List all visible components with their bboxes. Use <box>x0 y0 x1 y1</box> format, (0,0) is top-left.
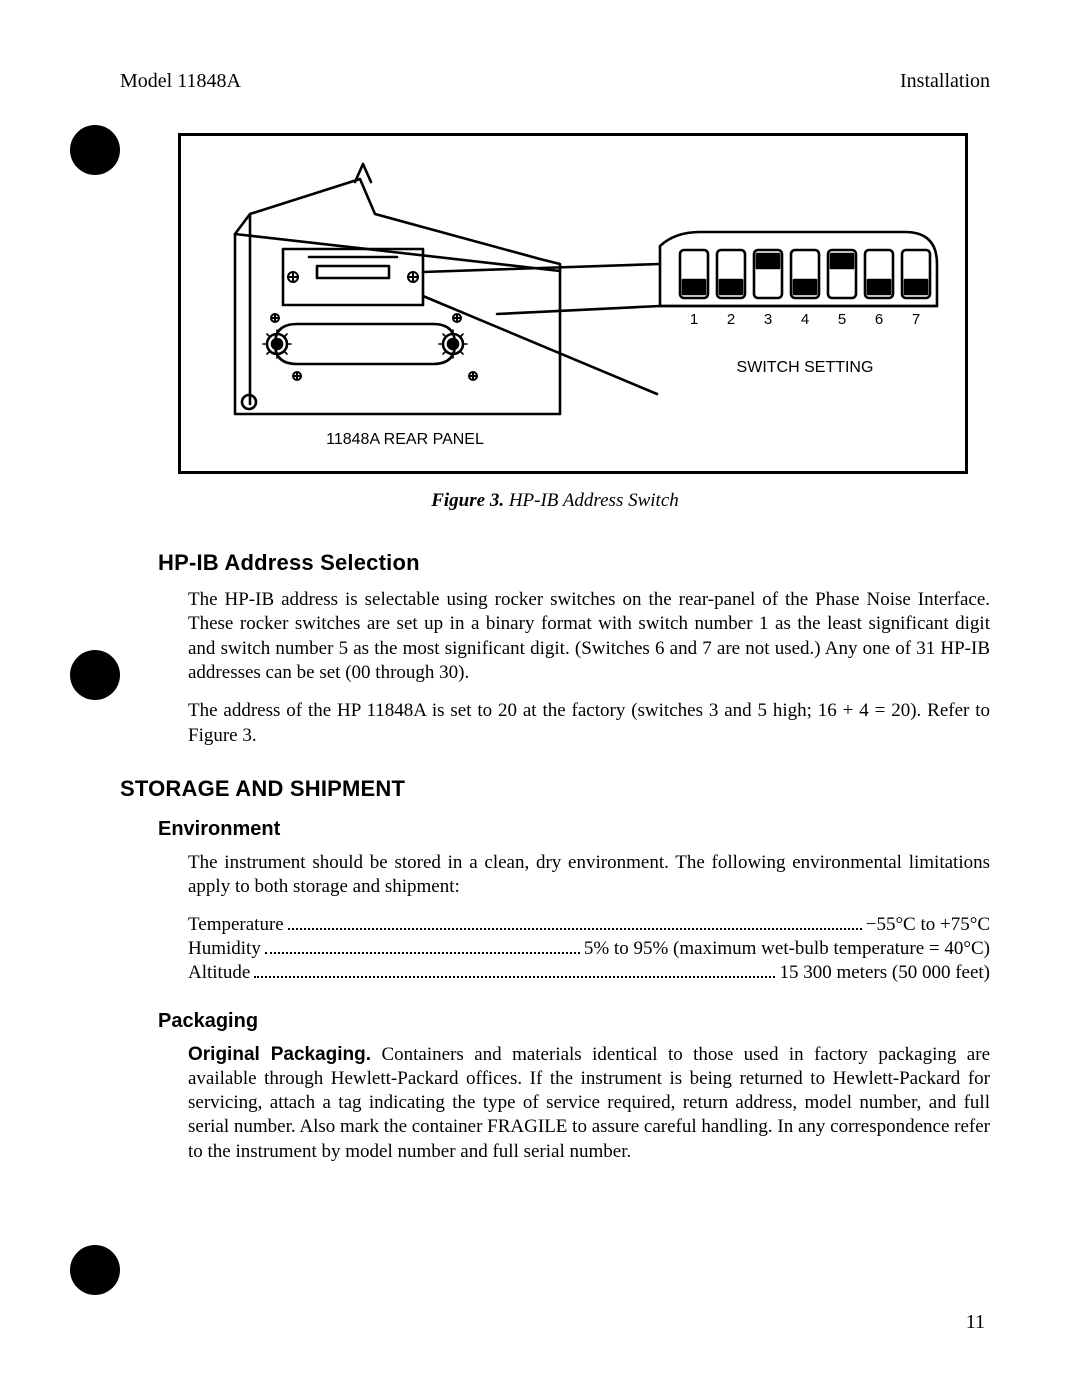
spec-value: 15 300 meters (50 000 feet) <box>779 962 990 984</box>
environment-heading: Environment <box>158 818 990 841</box>
margin-bullet-icon <box>70 125 120 175</box>
leader-dots <box>288 915 862 929</box>
spec-value: 5% to 95% (maximum wet-bulb temperature … <box>584 938 990 960</box>
spec-label: Temperature <box>188 914 284 936</box>
figure-title: HP-IB Address Switch <box>509 490 679 511</box>
figure-frame: 1 2 3 4 5 6 7 SWITCH SETTING 11848A REAR… <box>178 133 968 474</box>
switch-number: 2 <box>727 311 735 328</box>
margin-bullet-icon <box>70 1245 120 1295</box>
page-number: 11 <box>966 1311 985 1334</box>
spec-label: Altitude <box>188 962 250 984</box>
page: Model 11848A Installation <box>0 0 1080 1392</box>
spec-value: −55°C to +75°C <box>866 914 990 936</box>
spec-row-altitude: Altitude 15 300 meters (50 000 feet) <box>188 962 990 984</box>
environment-paragraph: The instrument should be stored in a cle… <box>188 851 990 900</box>
header-model: Model 11848A <box>120 70 241 93</box>
switch-number: 3 <box>764 311 772 328</box>
spec-label: Humidity <box>188 938 261 960</box>
original-packaging-paragraph: Original Packaging. Containers and mater… <box>188 1043 990 1165</box>
figure-number: Figure 3. <box>431 490 504 511</box>
storage-heading: STORAGE AND SHIPMENT <box>120 776 990 802</box>
switch-number-row: 1 2 3 4 5 6 7 <box>690 311 920 328</box>
leader-dots <box>254 963 775 977</box>
switch-number: 4 <box>801 311 809 328</box>
switch-setting-label: SWITCH SETTING <box>737 359 874 376</box>
packaging-heading: Packaging <box>158 1010 990 1033</box>
header-section: Installation <box>900 70 990 93</box>
original-packaging-runin: Original Packaging. <box>188 1044 371 1065</box>
switch-number: 5 <box>838 311 846 328</box>
switch-number: 6 <box>875 311 883 328</box>
hpib-paragraph-2: The address of the HP 11848A is set to 2… <box>188 699 990 748</box>
figure-caption: Figure 3. HP-IB Address Switch <box>120 490 990 512</box>
rear-panel-label: 11848A REAR PANEL <box>326 431 484 448</box>
spec-row-temperature: Temperature −55°C to +75°C <box>188 914 990 936</box>
switch-number: 7 <box>912 311 920 328</box>
switch-number: 1 <box>690 311 698 328</box>
hpib-heading: HP-IB Address Selection <box>158 550 990 576</box>
leader-dots <box>265 939 580 953</box>
margin-bullet-icon <box>70 650 120 700</box>
page-header: Model 11848A Installation <box>120 70 990 93</box>
spec-row-humidity: Humidity 5% to 95% (maximum wet-bulb tem… <box>188 938 990 960</box>
hpib-paragraph-1: The HP-IB address is selectable using ro… <box>188 588 990 685</box>
rear-panel-diagram: 1 2 3 4 5 6 7 SWITCH SETTING 11848A REAR… <box>205 154 945 454</box>
